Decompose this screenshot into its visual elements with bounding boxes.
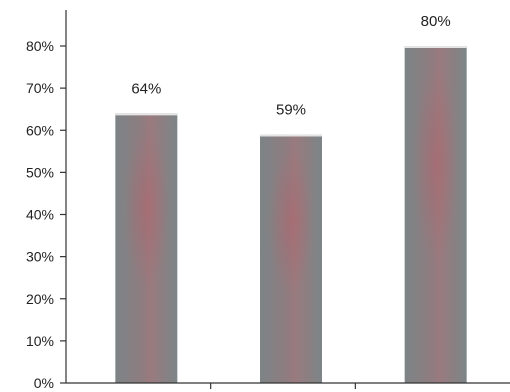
y-tick-label: 50% — [26, 164, 54, 180]
bar-tint — [413, 62, 458, 266]
data-labels: 64% 59% 80% — [131, 13, 450, 118]
y-axis: 0% 10% 20% 30% 40% 50% 60% 70% 80% — [26, 10, 67, 391]
y-tick-label: 0% — [34, 375, 54, 391]
bar-tint — [269, 146, 313, 297]
y-tick-label: 70% — [26, 80, 54, 96]
bars — [115, 46, 467, 384]
y-tick-label: 10% — [26, 333, 54, 349]
y-tick-label: 80% — [26, 38, 54, 54]
y-tick-label: 40% — [26, 207, 54, 223]
data-label: 80% — [421, 13, 451, 30]
bar-tint — [124, 126, 169, 289]
x-axis — [66, 382, 510, 389]
data-label: 64% — [131, 80, 161, 97]
y-tick-label: 30% — [26, 249, 54, 265]
y-tick-label: 20% — [26, 291, 54, 307]
data-label: 59% — [276, 101, 306, 118]
y-tick-label: 60% — [26, 122, 54, 138]
